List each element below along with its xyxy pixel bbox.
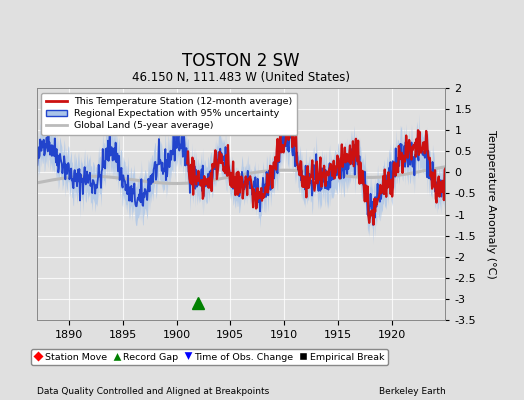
Text: TOSTON 2 SW: TOSTON 2 SW [182, 52, 300, 70]
Legend: This Temperature Station (12-month average), Regional Expectation with 95% uncer: This Temperature Station (12-month avera… [41, 93, 298, 135]
Text: Data Quality Controlled and Aligned at Breakpoints: Data Quality Controlled and Aligned at B… [37, 387, 269, 396]
Legend: Station Move, Record Gap, Time of Obs. Change, Empirical Break: Station Move, Record Gap, Time of Obs. C… [31, 349, 388, 365]
Text: Berkeley Earth: Berkeley Earth [379, 387, 445, 396]
Text: 46.150 N, 111.483 W (United States): 46.150 N, 111.483 W (United States) [132, 71, 350, 84]
Y-axis label: Temperature Anomaly (°C): Temperature Anomaly (°C) [486, 130, 496, 278]
